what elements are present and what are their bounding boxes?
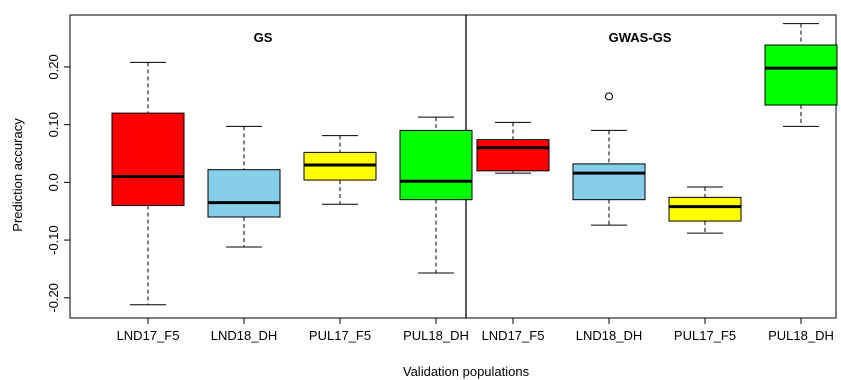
box: [764, 44, 838, 106]
x-tick-label: PUL18_DH: [768, 328, 834, 343]
box: [668, 196, 742, 222]
panel-title: GS: [254, 30, 273, 45]
x-tick-label: LND17_F5: [117, 328, 180, 343]
panel-title: GWAS-GS: [609, 30, 672, 45]
y-tick-label: -0.10: [46, 225, 61, 255]
y-tick-label: 0.0: [46, 173, 61, 191]
y-tick-label: -0.20: [46, 283, 61, 313]
x-tick-label: LND17_F5: [482, 328, 545, 343]
box: [207, 169, 281, 218]
box: [572, 163, 646, 201]
x-tick-label: PUL18_DH: [403, 328, 469, 343]
x-tick-label: LND18_DH: [576, 328, 642, 343]
box: [111, 112, 185, 206]
y-tick-label: 0.20: [46, 54, 61, 79]
y-axis-title: Prediction accuracy: [10, 118, 25, 232]
plot-area: -0.20 -0.10 0.0 0.10 0.20 GS LND17_F5 LND18_DH P…: [46, 14, 838, 343]
box: [476, 139, 550, 172]
x-tick-label: PUL17_F5: [309, 328, 371, 343]
x-axis-title: Validation populations: [403, 364, 530, 379]
box: [399, 129, 473, 201]
x-tick-label: LND18_DH: [211, 328, 277, 343]
x-tick-label: PUL17_F5: [674, 328, 736, 343]
plot-frame: [69, 14, 837, 319]
outlier-point: [605, 92, 613, 101]
y-tick-label: 0.10: [46, 112, 61, 137]
